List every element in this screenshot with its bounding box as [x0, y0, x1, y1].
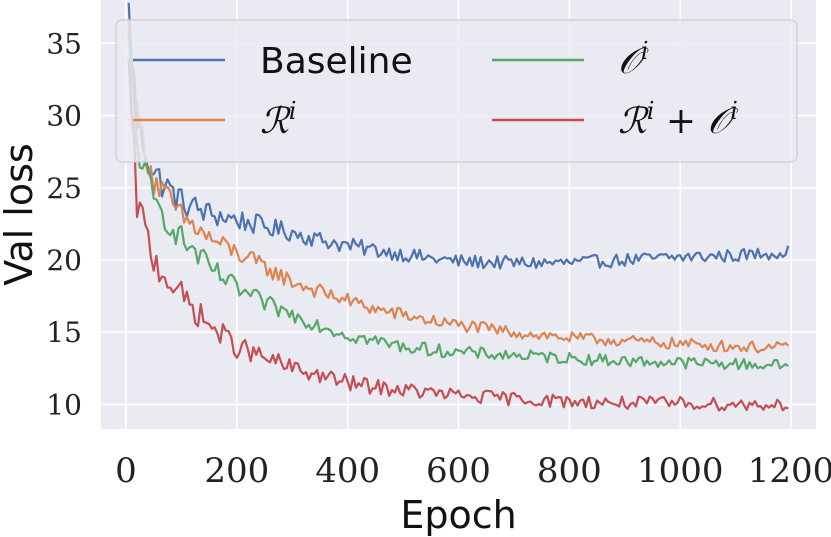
series-line-3 [127, 58, 789, 412]
y-tick-label: 10 [46, 388, 82, 421]
x-tick-label: 600 [426, 451, 491, 491]
legend-label-1: ℛi [260, 97, 296, 142]
series-line-0 [127, 2, 790, 270]
y-tick-label: 35 [46, 27, 82, 60]
y-axis-label: Val loss [0, 143, 41, 285]
y-tick-label: 30 [46, 100, 82, 133]
series-line-1 [127, 19, 790, 354]
x-axis-label: Epoch [400, 493, 516, 537]
x-tick-label: 0 [115, 451, 137, 491]
x-tick-label: 1200 [748, 451, 831, 491]
y-tick-label: 25 [46, 172, 82, 205]
legend-label-3: ℛi + 𝒪i [618, 97, 738, 142]
x-tick-label: 1000 [637, 451, 724, 491]
x-tick-label: 400 [315, 451, 380, 491]
x-tick-label: 800 [537, 451, 602, 491]
y-tick-label: 15 [46, 316, 82, 349]
series-lines [127, 2, 790, 412]
y-tick-label: 20 [46, 244, 82, 277]
series-line-2 [127, 32, 789, 371]
x-tick-labels: 0 200 400 600 800 1000 1200 [115, 451, 831, 491]
legend-label-0: Baseline [260, 41, 413, 82]
y-tick-labels: 10 15 20 25 30 35 [46, 27, 82, 421]
legend-box [115, 19, 798, 163]
x-tick-label: 200 [204, 451, 269, 491]
